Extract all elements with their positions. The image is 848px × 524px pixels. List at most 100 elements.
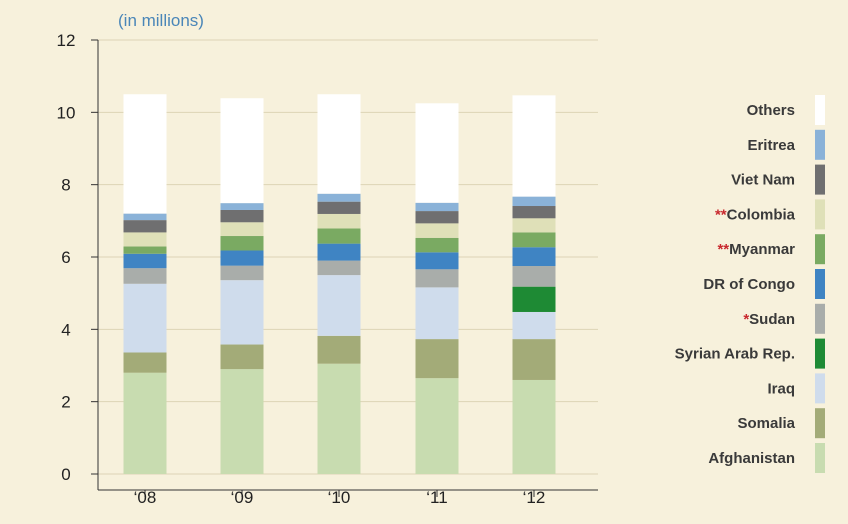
bar-segment [123,268,167,284]
bar-segment [220,369,264,474]
legend-swatch [815,443,825,473]
bar-segment [220,280,264,345]
bar-segment [220,98,264,204]
legend-series-name: Colombia [727,206,796,223]
legend-swatch [815,95,825,125]
legend-label: Afghanistan [708,450,795,467]
bar-segment [317,275,361,336]
unit-label: (in millions) [118,11,204,30]
bar-segment [512,379,556,474]
legend-series-name: Sudan [749,311,795,328]
bar-segment [512,266,556,287]
legend-label: Somalia [737,415,795,432]
legend-label: Viet Nam [731,172,795,189]
bar-segment [317,335,361,364]
x-tick-label: ‘08 [134,488,157,507]
legend-swatch [815,408,825,439]
legend-swatch [815,164,825,195]
bar-segment [317,94,361,194]
x-tick-label: ‘09 [231,488,254,507]
legend-label: Others [747,102,795,119]
x-axis: ‘08 ‘09 ‘10 ‘11 ‘12 [98,488,598,507]
bars [123,94,556,474]
bar-segment [415,237,459,253]
legend-footnote-marker: ** [715,206,727,223]
legend-series-name: Eritrea [747,137,795,154]
bar-segment [123,213,167,221]
legend-series-name: Afghanistan [708,450,795,467]
bar-segment [415,378,459,474]
bar-segment [512,218,556,233]
legend-label: **Myanmar [717,241,795,258]
legend-label: DR of Congo [703,276,795,293]
x-tick-label: ‘11 [426,488,447,507]
bar-segment [415,287,459,340]
bar-segment [123,372,167,474]
bar-segment [512,339,556,380]
y-tick-label: 6 [61,248,70,267]
bar-segment [512,311,556,340]
legend-label: Eritrea [747,137,795,154]
legend-series-name: Myanmar [729,241,795,258]
bar-segment [220,344,264,370]
legend-footnote-marker: ** [717,241,729,258]
bar-segment [512,95,556,197]
bar-segment [317,201,361,214]
bar-segment [512,232,556,248]
legend-swatch [815,338,825,369]
bar-segment [220,250,264,266]
bar-segment [123,253,167,269]
y-tick-label: 2 [61,393,70,412]
bar-segment [123,94,167,214]
legend-series-name: Syrian Arab Rep. [675,346,795,363]
bar-segment [512,196,556,207]
bar-segment [415,103,459,203]
legend-series-name: Iraq [767,380,795,397]
bar-segment [220,222,264,237]
bar-segment [415,252,459,270]
bar-segment [415,269,459,288]
bar-segment [220,236,264,251]
bar-segment [123,352,167,373]
bar-segment [220,265,264,281]
bar-segment [317,243,361,261]
legend-label: *Sudan [743,311,795,328]
legend-series-name: DR of Congo [703,276,795,293]
legend-swatch [815,199,825,230]
bar-segment [123,232,167,247]
bar-segment [415,339,459,379]
y-tick-label: 4 [61,320,70,339]
legend-swatch [815,234,825,265]
legend-series-name: Others [747,102,795,119]
bar-segment [123,220,167,233]
legend-swatch [815,303,825,334]
legend-swatch [815,129,825,160]
bar-segment [415,211,459,224]
x-tick-label: ‘12 [523,488,546,507]
y-tick-label: 12 [57,31,76,50]
bar-segment [415,202,459,212]
bar-segment [123,283,167,353]
x-tick-label: ‘10 [328,488,351,507]
y-tick-label: 8 [61,176,70,195]
legend-swatch [815,373,825,404]
bar-segment [317,260,361,276]
y-tick-label: 10 [57,103,76,122]
bar-segment [317,213,361,229]
legend-footnote-marker: * [743,311,749,328]
bar-segment [220,203,264,210]
legend-label: Syrian Arab Rep. [675,346,795,363]
bar-segment [220,209,264,223]
legend-series-name: Viet Nam [731,172,795,189]
bar-segment [317,193,361,202]
y-axis: 0 2 4 6 8 10 12 [57,31,99,490]
legend-swatch [815,269,825,299]
bar-segment [512,247,556,267]
legend-label: Iraq [767,380,795,397]
bar-segment [317,228,361,244]
bar-segment [512,286,556,312]
y-tick-label: 0 [61,465,70,484]
